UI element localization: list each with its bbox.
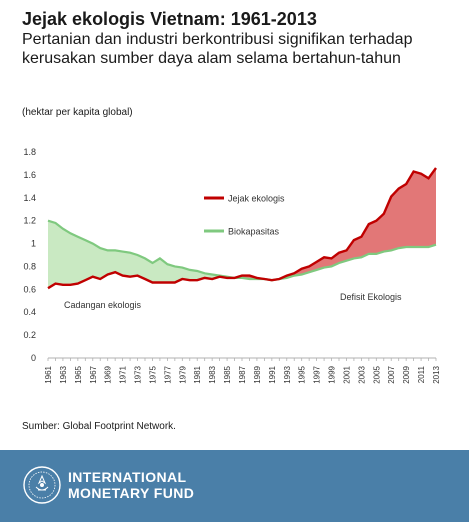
y-tick-label: 0 <box>31 353 36 363</box>
x-tick-label: 1989 <box>253 365 262 383</box>
x-tick-label: 1987 <box>238 365 247 383</box>
y-tick-label: 0.4 <box>23 307 36 317</box>
x-tick-label: 1967 <box>89 365 98 383</box>
y-tick-label: 1.8 <box>23 147 36 157</box>
y-tick-label: 1.4 <box>23 193 36 203</box>
y-tick-label: 0.6 <box>23 284 36 294</box>
x-tick-label: 1961 <box>44 365 53 383</box>
x-tick-label: 1999 <box>328 365 337 383</box>
x-tick-label: 2001 <box>342 365 351 383</box>
imf-seal-logo <box>23 466 61 504</box>
x-tick-label: 2009 <box>402 365 411 383</box>
annotation-label: Cadangan ekologis <box>64 300 142 310</box>
y-tick-label: 0.8 <box>23 261 36 271</box>
x-tick-label: 1975 <box>148 365 157 383</box>
x-tick-label: 2005 <box>372 365 381 383</box>
y-tick-label: 1.6 <box>23 170 36 180</box>
x-tick-label: 1979 <box>178 365 187 383</box>
x-tick-label: 1983 <box>208 365 217 383</box>
y-tick-label: 1 <box>31 239 36 249</box>
x-tick-label: 1963 <box>59 365 68 383</box>
line-chart: 0 0.2 0.4 0.6 0.8 1 1.2 1.4 1.6 1.8 1961 1963 1965 19… <box>23 147 441 384</box>
organization-name: INTERNATIONAL MONETARY FUND <box>68 469 194 501</box>
x-tick-label: 1991 <box>268 365 277 383</box>
unit-label: (hektar per kapita global) <box>22 107 133 118</box>
x-tick-label: 1971 <box>119 365 128 383</box>
x-tick-label: 1969 <box>104 365 113 383</box>
x-tick-label: 2007 <box>387 365 396 383</box>
x-tick-label: 2003 <box>357 365 366 383</box>
chart-title: Jejak ekologis Vietnam: 1961-2013 <box>22 9 317 29</box>
chart-subtitle: Pertanian dan industri berkontribusi sig… <box>22 31 413 67</box>
x-tick-label: 1973 <box>134 365 143 383</box>
x-tick-label: 1993 <box>283 365 292 383</box>
x-tick-label: 1981 <box>193 365 202 383</box>
x-tick-label: 2013 <box>432 365 441 383</box>
source-note: Sumber: Global Footprint Network. <box>22 421 176 432</box>
deficit-area <box>234 168 436 281</box>
org-name-line1: INTERNATIONAL <box>68 469 187 485</box>
series-line-biokapasitas <box>47 219 437 282</box>
org-name-line2: MONETARY FUND <box>68 485 195 501</box>
x-tick-label: 2011 <box>417 365 426 383</box>
x-tick-label: 1997 <box>313 365 322 383</box>
y-tick-label: 0.2 <box>23 330 36 340</box>
x-tick-label: 1977 <box>163 365 172 383</box>
annotation-label: Defisit Ekologis <box>340 292 402 302</box>
x-tick-label: 1965 <box>74 365 83 383</box>
x-tick-label: 1995 <box>298 365 307 383</box>
y-tick-label: 1.2 <box>23 216 36 226</box>
footer-bar: INTERNATIONAL MONETARY FUND <box>0 450 469 522</box>
legend-label: Jejak ekologis <box>228 194 285 204</box>
x-tick-label: 1985 <box>223 365 232 383</box>
legend-label: Biokapasitas <box>228 227 280 237</box>
series-line-jejak-ekologis <box>47 167 437 290</box>
